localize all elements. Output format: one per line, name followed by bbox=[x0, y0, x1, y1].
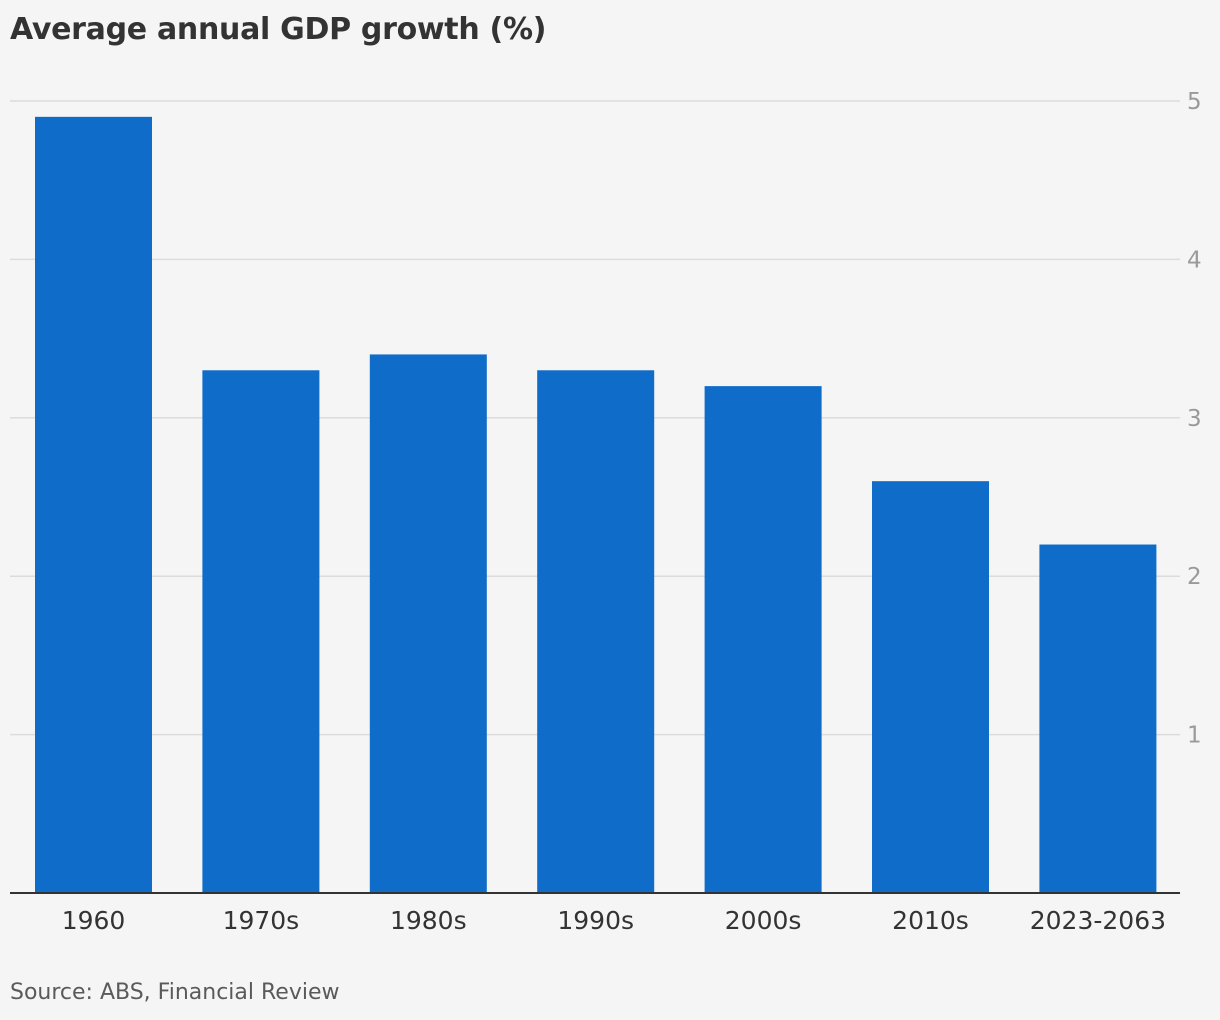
source-note: Source: ABS, Financial Review bbox=[10, 980, 340, 1005]
x-tick-label: 2000s bbox=[725, 906, 802, 935]
chart-title: Average annual GDP growth (%) bbox=[10, 12, 547, 47]
bar bbox=[1039, 544, 1157, 893]
bars bbox=[35, 116, 1157, 894]
x-tick-label: 1960 bbox=[62, 906, 126, 935]
y-tick-label: 3 bbox=[1187, 406, 1202, 432]
bar bbox=[872, 481, 989, 893]
y-tick-label: 2 bbox=[1187, 564, 1202, 590]
x-tick-label: 1980s bbox=[390, 906, 467, 935]
y-tick-label: 4 bbox=[1187, 247, 1202, 273]
y-tick-label: 5 bbox=[1187, 89, 1202, 115]
x-tick-label: 1990s bbox=[557, 906, 634, 935]
y-tick-label: 1 bbox=[1187, 723, 1202, 749]
x-tick-label: 1970s bbox=[223, 906, 300, 935]
x-tick-label: 2010s bbox=[892, 906, 969, 935]
bar bbox=[369, 354, 487, 893]
x-tick-label: 2023-2063 bbox=[1030, 906, 1166, 935]
bar bbox=[35, 116, 152, 894]
bar bbox=[202, 370, 320, 893]
bar bbox=[704, 386, 822, 893]
bar bbox=[537, 370, 655, 893]
y-axis-ticks: 1 2 3 4 5 bbox=[1187, 89, 1202, 749]
x-axis-ticks: 1960 1970s 1980s 1990s 2000s 2010s 2023-2063 bbox=[62, 906, 1166, 935]
